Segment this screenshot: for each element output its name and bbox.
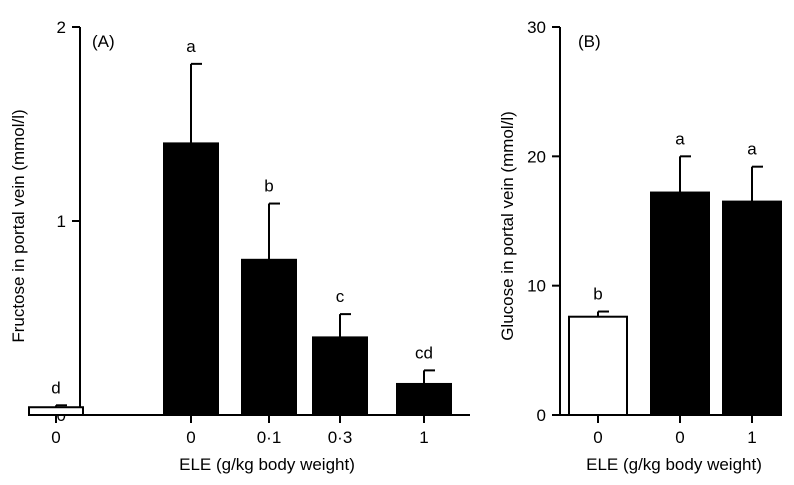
x-tick-label: 1 [747,428,756,447]
significance-label: b [593,285,602,304]
y-tick-label: 20 [527,147,546,166]
bar [568,315,628,416]
y-tick-label: 2 [57,18,66,37]
x-tick-label: 0 [51,428,60,447]
y-tick-label: 0 [537,406,546,425]
y-tick-label: 30 [527,18,546,37]
significance-label: a [186,37,196,56]
significance-label: d [51,378,60,397]
bar [163,142,219,416]
significance-label: a [747,140,757,159]
significance-label: b [264,177,273,196]
bar [312,336,368,416]
x-axis-title: ELE (g/kg body weight) [179,455,355,474]
significance-label: c [336,287,345,306]
bar [650,191,710,416]
y-axis-title: Glucose in portal vein (mmol/l) [498,111,517,341]
x-tick-label: 1 [419,428,428,447]
x-tick-label: 0 [593,428,602,447]
bar [28,406,84,416]
panel-label: (B) [578,32,601,51]
bar [722,200,782,416]
significance-label: cd [415,343,433,362]
x-tick-label: 0 [186,428,195,447]
x-tick-label: 0·1 [257,428,282,447]
y-tick-label: 1 [57,212,66,231]
y-axis-title: Fructose in portal vein (mmol/l) [9,109,28,342]
bar [396,382,452,416]
x-tick-label: 0·3 [328,428,353,447]
bar [241,258,297,416]
significance-label: a [675,129,685,148]
panel-label: (A) [92,32,115,51]
x-tick-label: 0 [675,428,684,447]
x-axis-title: ELE (g/kg body weight) [586,455,762,474]
y-tick-label: 10 [527,277,546,296]
